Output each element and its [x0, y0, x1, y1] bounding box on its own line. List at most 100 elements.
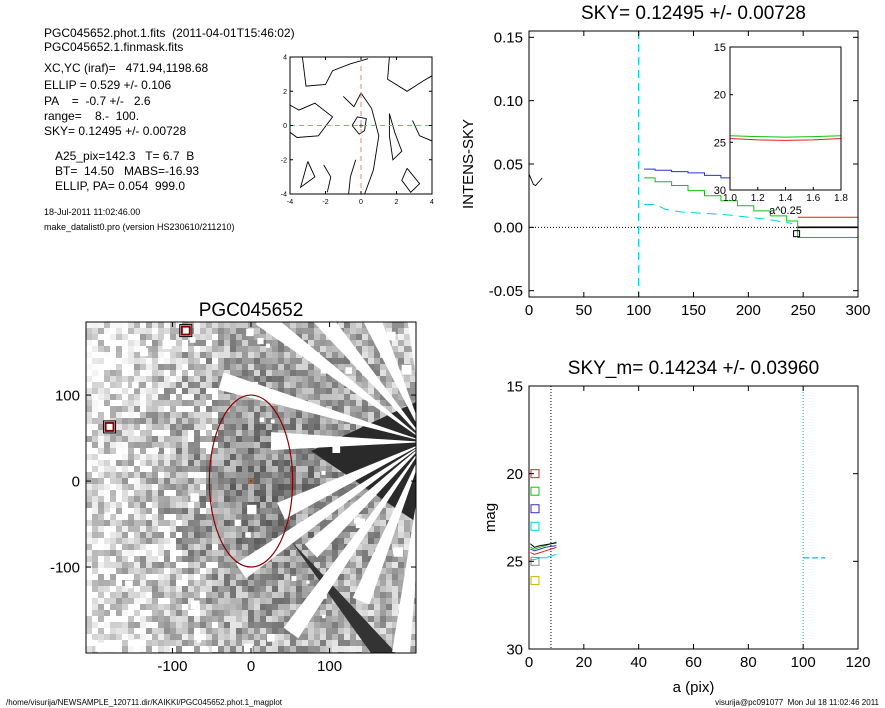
image-pixel-tile [104, 574, 110, 580]
image-pixel-tile [308, 550, 314, 556]
image-pixel-tile [110, 580, 116, 586]
image-pixel-tile [272, 502, 278, 508]
image-pixel-tile [272, 592, 278, 598]
image-pixel-tile [266, 352, 272, 358]
image-pixel-tile [278, 460, 284, 466]
image-pixel-tile [194, 562, 200, 568]
image-pixel-tile [308, 430, 314, 436]
image-pixel-tile [110, 622, 116, 628]
image-pixel-tile [230, 460, 236, 466]
image-pixel-tile [164, 628, 170, 634]
image-pixel-tile [188, 574, 194, 580]
image-pixel-tile [398, 562, 404, 568]
image-pixel-tile [200, 520, 206, 526]
image-pixel-tile [128, 508, 134, 514]
image-pixel-tile [374, 610, 380, 616]
image-pixel-tile [272, 454, 278, 460]
image-pixel-tile [374, 592, 380, 598]
image-pixel-tile [128, 394, 134, 400]
image-pixel-tile [338, 634, 344, 640]
image-pixel-tile [164, 622, 170, 628]
image-pixel-tile [110, 484, 116, 490]
masked-source [131, 381, 139, 389]
image-pixel-tile [320, 520, 326, 526]
inset-xtick-label: 1.0 [723, 193, 737, 204]
image-pixel-tile [254, 430, 260, 436]
image-pixel-tile [338, 322, 344, 328]
image-pixel-tile [230, 322, 236, 328]
range-line: range= 8.- 100. [44, 109, 140, 123]
image-pixel-tile [254, 334, 260, 340]
image-pixel-tile [86, 466, 92, 472]
image-pixel-tile [362, 346, 368, 352]
image-pixel-tile [134, 538, 140, 544]
image-pixel-tile [134, 544, 140, 550]
image-pixel-tile [266, 532, 272, 538]
image-pixel-tile [188, 568, 194, 574]
image-pixel-tile [182, 472, 188, 478]
image-pixel-tile [296, 580, 302, 586]
image-pixel-tile [194, 502, 200, 508]
image-pixel-tile [230, 520, 236, 526]
image-pixel-tile [248, 436, 254, 442]
image-pixel-tile [146, 622, 152, 628]
image-pixel-tile [164, 592, 170, 598]
image-pixel-tile [230, 586, 236, 592]
image-pixel-tile [98, 352, 104, 358]
image-pixel-tile [122, 412, 128, 418]
image-pixel-tile [206, 514, 212, 520]
image-pixel-tile [260, 466, 266, 472]
image-pixel-tile [248, 430, 254, 436]
image-pixel-tile [254, 634, 260, 640]
image-pixel-tile [206, 382, 212, 388]
image-pixel-tile [242, 616, 248, 622]
image-pixel-tile [242, 370, 248, 376]
image-pixel-tile [98, 412, 104, 418]
image-pixel-tile [86, 514, 92, 520]
image-pixel-tile [104, 352, 110, 358]
image-pixel-tile [170, 562, 176, 568]
image-pixel-tile [176, 556, 182, 562]
image-pixel-tile [242, 454, 248, 460]
image-pixel-tile [302, 454, 308, 460]
center-coords-line: XC,YC (iraf)= 471.94,1198.68 [44, 61, 209, 75]
image-pixel-tile [104, 592, 110, 598]
image-pixel-tile [344, 484, 350, 490]
image-pixel-tile [158, 436, 164, 442]
image-pixel-tile [272, 598, 278, 604]
image-pixel-tile [176, 448, 182, 454]
masked-source [190, 493, 199, 502]
image-pixel-tile [278, 346, 284, 352]
image-pixel-tile [314, 346, 320, 352]
image-pixel-tile [158, 340, 164, 346]
image-pixel-tile [374, 496, 380, 502]
image-pixel-tile [218, 508, 224, 514]
image-pixel-tile [230, 412, 236, 418]
diffraction-spike [314, 322, 416, 432]
image-pixel-tile [104, 562, 110, 568]
image-pixel-tile [230, 532, 236, 538]
image-pixel-tile [146, 418, 152, 424]
image-xtick-label: 100 [317, 658, 342, 675]
image-pixel-tile [104, 568, 110, 574]
image-pixel-tile [260, 436, 266, 442]
image-pixel-tile [290, 358, 296, 364]
image-pixel-tile [182, 532, 188, 538]
image-pixel-tile [278, 388, 284, 394]
image-pixel-tile [98, 340, 104, 346]
image-pixel-tile [272, 532, 278, 538]
image-pixel-tile [134, 406, 140, 412]
image-pixel-tile [212, 562, 218, 568]
image-pixel-tile [362, 562, 368, 568]
image-pixel-tile [122, 646, 128, 652]
image-pixel-tile [338, 352, 344, 358]
image-pixel-tile [278, 568, 284, 574]
image-pixel-tile [86, 436, 92, 442]
image-pixel-tile [176, 610, 182, 616]
image-pixel-tile [302, 394, 308, 400]
image-pixel-tile [272, 586, 278, 592]
image-pixel-tile [398, 340, 404, 346]
masked-source [257, 337, 264, 345]
image-pixel-tile [206, 394, 212, 400]
